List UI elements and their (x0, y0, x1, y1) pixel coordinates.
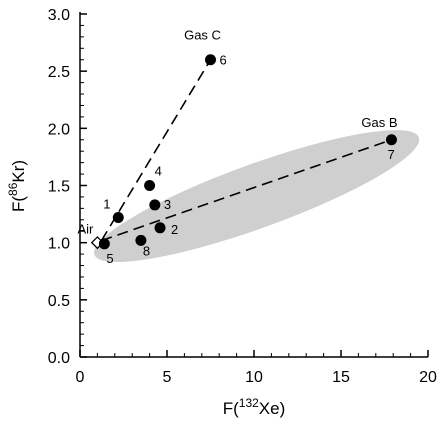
y-tick-label: 0.5 (48, 293, 70, 310)
annotation-gas-c: Gas C (184, 28, 221, 43)
point-label-6: 6 (220, 53, 227, 68)
y-axis-title: F(86Kr) (6, 160, 28, 212)
x-tick-label: 10 (245, 369, 263, 386)
data-point-5 (98, 238, 110, 250)
data-point-4 (144, 180, 156, 191)
point-label-4: 4 (155, 164, 162, 179)
data-point-3 (149, 199, 161, 211)
point-label-7: 7 (387, 147, 394, 162)
y-tick-label: 3.0 (48, 7, 70, 24)
point-label-2: 2 (171, 222, 178, 237)
data-point-1 (112, 212, 124, 224)
point-label-1: 1 (103, 197, 110, 212)
annotation-gas-b: Gas B (361, 115, 397, 130)
data-point-2 (154, 222, 166, 234)
y-tick-label: 1.5 (48, 179, 70, 196)
data-point-7 (385, 134, 397, 146)
data-point-8 (135, 234, 147, 246)
point-label-3: 3 (164, 197, 171, 212)
x-tick-label: 0 (76, 369, 85, 386)
point-label-5: 5 (106, 251, 113, 266)
x-tick-label: 5 (163, 369, 172, 386)
point-label-8: 8 (143, 243, 150, 258)
data-point-6 (205, 54, 216, 66)
y-tick-label: 1.0 (48, 236, 70, 253)
y-axis-title-superscript: 86 (6, 182, 20, 196)
x-tick-label: 15 (332, 369, 350, 386)
plot-layer: 0 5 10 15 200.00.51.01.52.02.53.0Air12345678… (48, 7, 437, 386)
shaded-region (94, 130, 420, 263)
x-tick-label: 20 (419, 369, 437, 386)
y-tick-label: 2.0 (48, 121, 70, 138)
y-tick-label: 0.0 (48, 350, 70, 367)
mixing-line-1 (100, 59, 212, 242)
x-axis-title: F(132Xe) (223, 396, 286, 418)
y-tick-label: 2.5 (48, 64, 70, 81)
mixing-line-2 (101, 139, 392, 242)
air-label: Air (78, 222, 95, 237)
x-axis-title-superscript: 132 (239, 396, 259, 410)
